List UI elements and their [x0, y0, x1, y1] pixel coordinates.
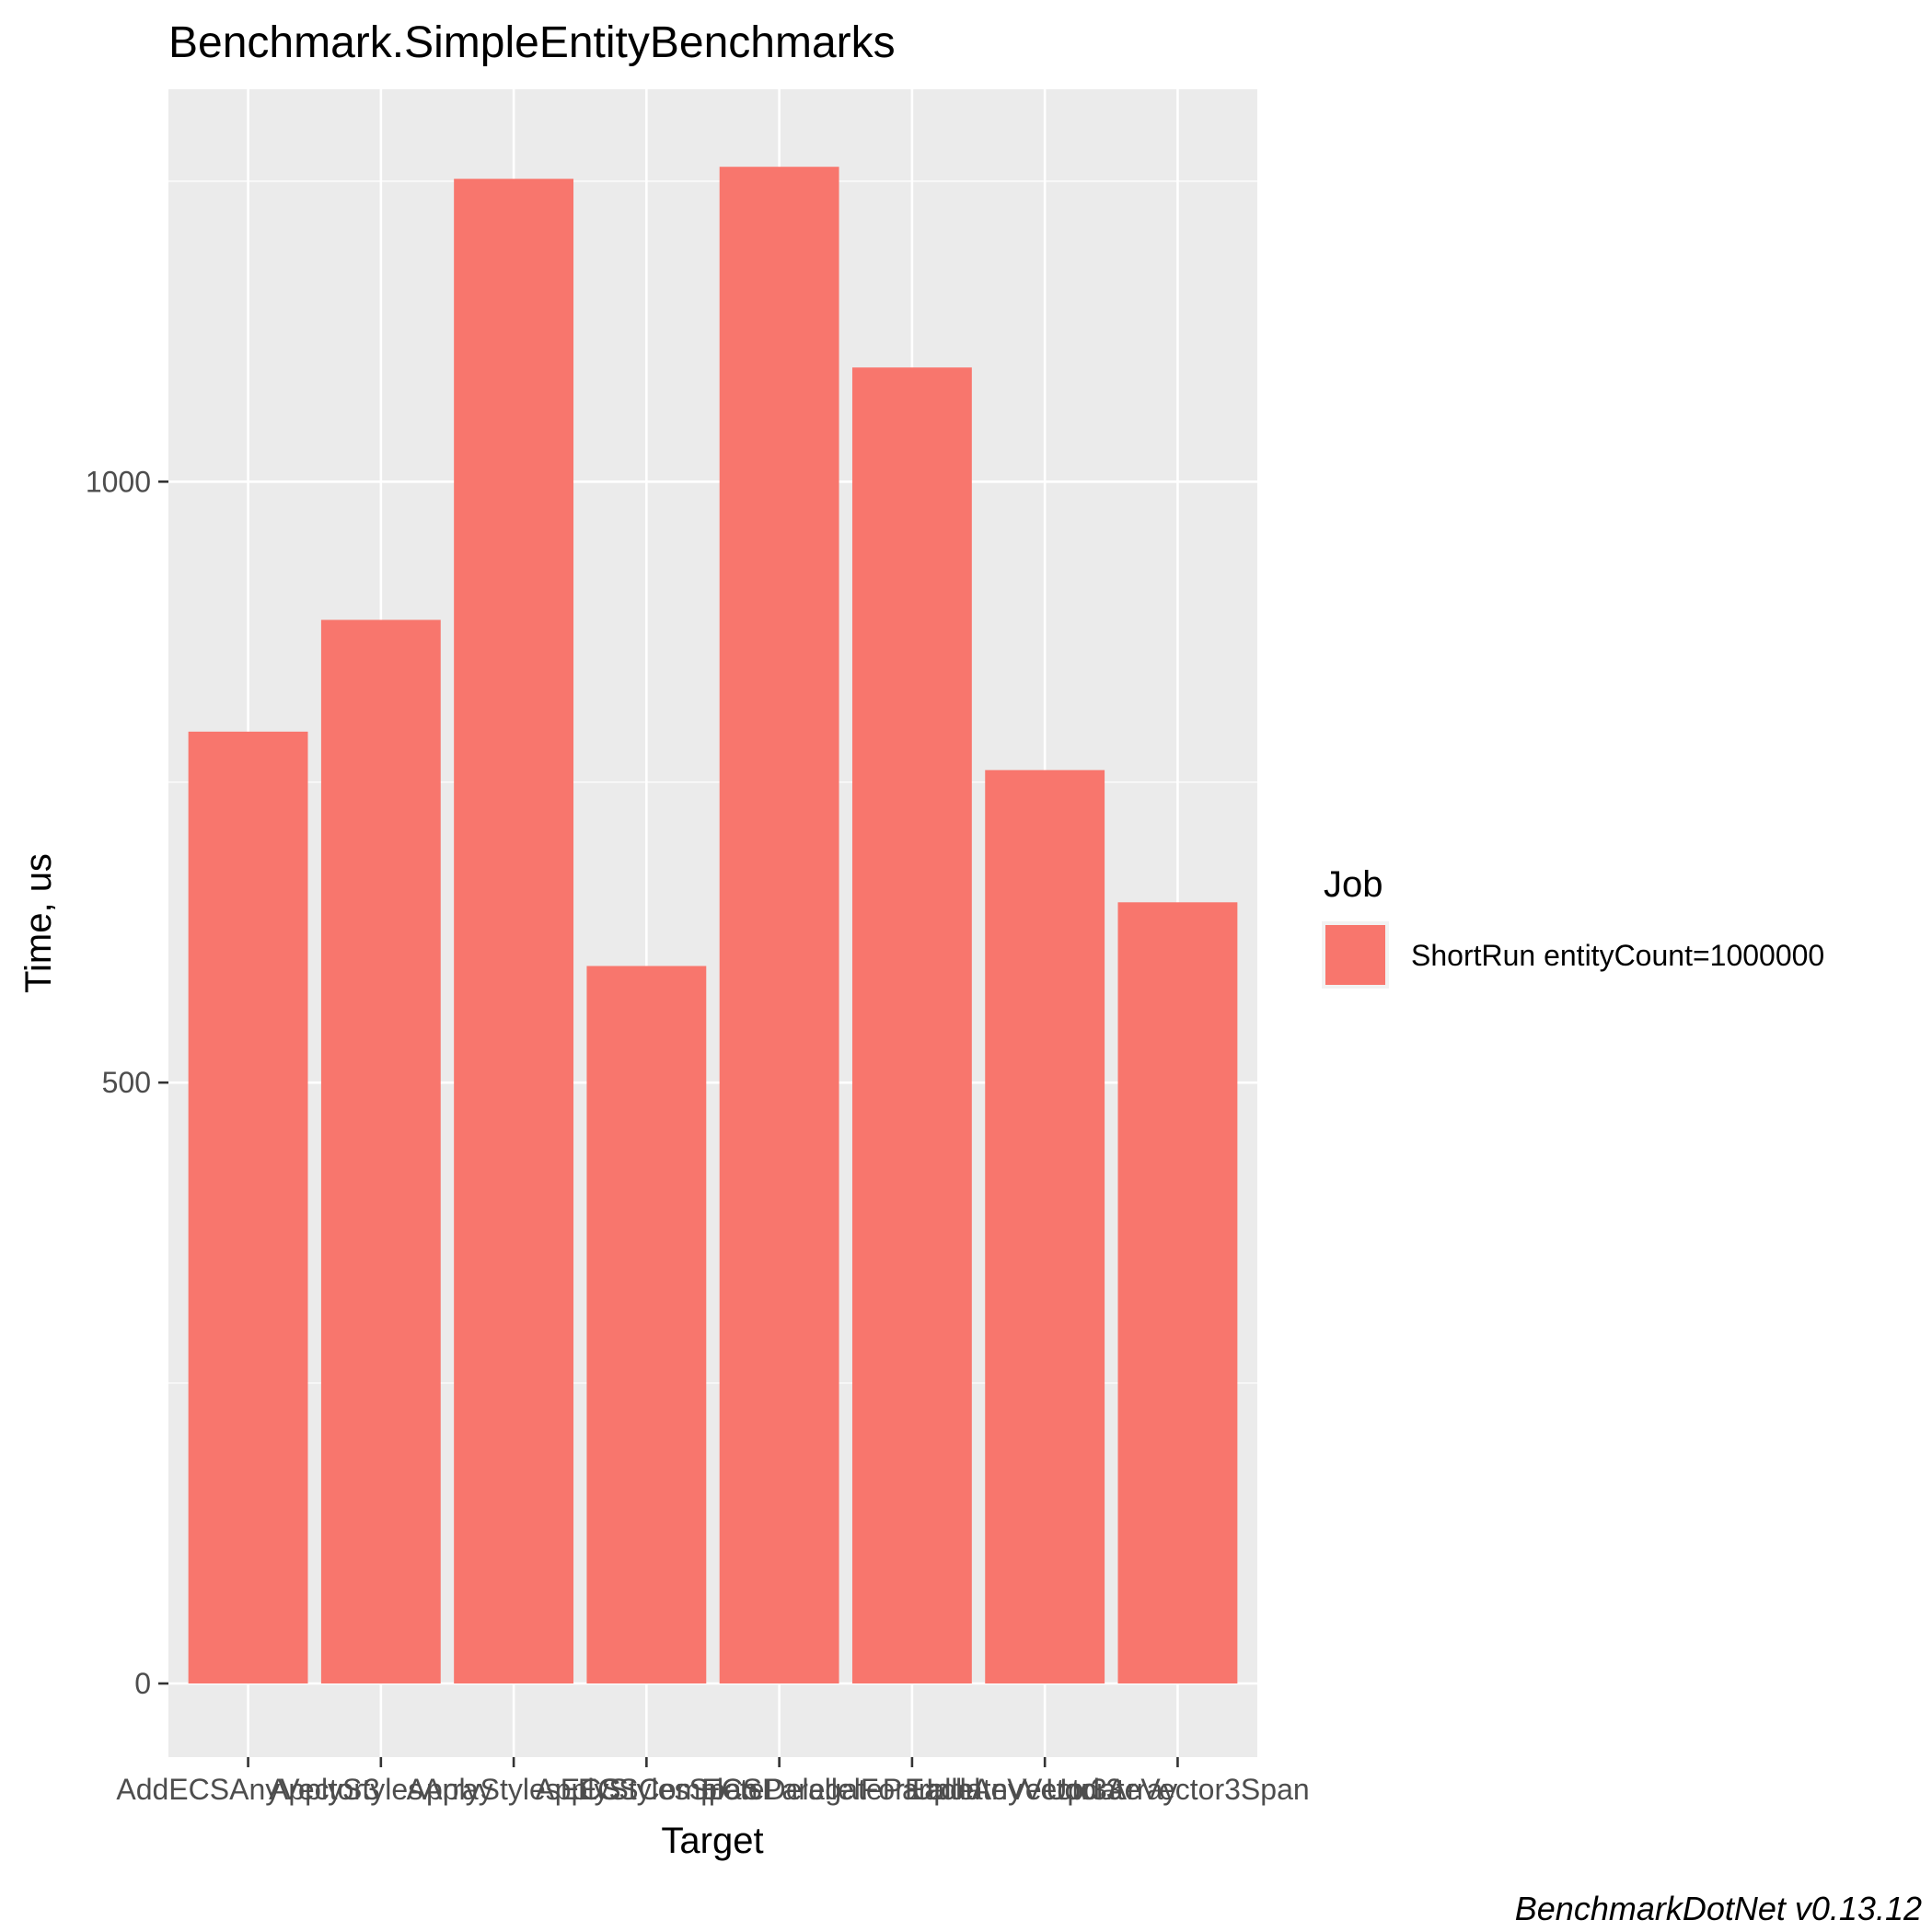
bar: [454, 179, 574, 1684]
bar: [586, 966, 707, 1683]
legend-key-swatch: [1325, 925, 1385, 985]
y-axis-title: Time, us: [18, 853, 59, 993]
x-axis: AddECSAnyVector3ApplyStylesArrayApplySty…: [116, 1757, 1310, 1806]
x-tick-label: ECSCompleteDelegateParallel: [578, 1773, 981, 1806]
x-tick-label: UpdateVector3Span: [1046, 1773, 1309, 1806]
bar: [719, 167, 839, 1684]
y-tick-label: 0: [134, 1667, 151, 1700]
legend: Job ShortRun entityCount=1000000: [1322, 864, 1824, 989]
x-tick-label: ApplyStylesECS: [407, 1773, 621, 1806]
bar: [851, 367, 972, 1683]
y-axis: 0 500 1000: [86, 465, 168, 1700]
bar: [188, 731, 308, 1683]
bar: [320, 619, 441, 1683]
y-tick-label: 1000: [86, 465, 151, 498]
y-tick-label: 500: [102, 1066, 151, 1099]
legend-label: ShortRun entityCount=1000000: [1411, 939, 1824, 972]
bar: [985, 769, 1105, 1683]
x-tick-label: AddECSAnyVector3: [116, 1773, 379, 1806]
legend-title: Job: [1324, 864, 1383, 905]
caption: BenchmarkDotNet v0.13.12: [1515, 1890, 1922, 1927]
x-tick-label: UpdateVector3Array: [912, 1773, 1177, 1806]
x-tick-label: ApplyStylesArray: [269, 1773, 493, 1806]
bars-group: [188, 167, 1238, 1684]
x-axis-title: Target: [661, 1821, 763, 1861]
bar: [1117, 902, 1238, 1683]
chart-title: Benchmark.SimpleEntityBenchmarks: [168, 18, 896, 67]
x-tick-label: ApplyStylesSpan: [535, 1773, 758, 1806]
x-tick-label: ECSParallelForEachAnyVector3: [701, 1773, 1122, 1806]
